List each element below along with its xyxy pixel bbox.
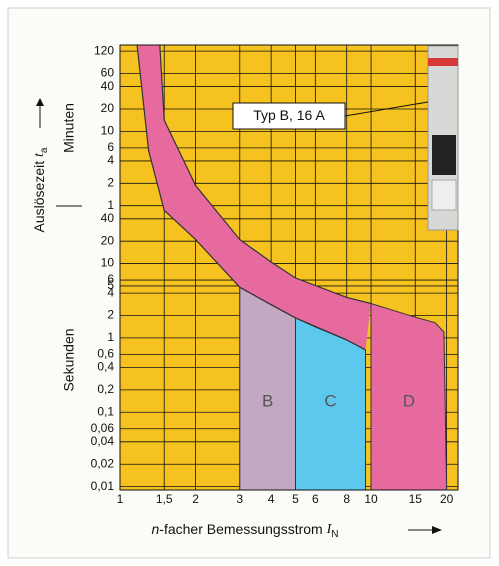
y-tick-label: 2 [107,175,114,189]
seconds-label: Sekunden [61,328,77,391]
y-tick-label: 0,04 [91,434,115,448]
x-tick-label: 4 [268,492,275,506]
x-tick-label: 10 [364,492,378,506]
region [370,302,448,491]
y-tick-label: 2 [107,308,114,322]
y-label-text: Auslösezeit [31,161,47,233]
x-label-italic: n [152,521,160,537]
region-label: C [324,391,336,410]
x-tick-label: 8 [343,492,350,506]
x-tick-label: 1,5 [156,492,173,506]
x-label-symbol: I [326,522,333,537]
x-tick-label: 3 [236,492,243,506]
band-lower-line [136,44,366,351]
y-tick-label: 0,01 [91,479,115,493]
x-tick-label: 5 [292,492,299,506]
annotation-box [232,102,346,130]
y-tick-label: 0,1 [97,404,114,418]
y-label-symbol: t [32,152,47,157]
x-label-text: -facher Bemessungsstrom [159,521,322,537]
x-tick-label: 6 [312,492,319,506]
y-tick-label: 6 [107,272,114,286]
x-tick-label: 15 [409,492,423,506]
plot-border [119,44,459,491]
x-tick-label: 2 [192,492,199,506]
band-fill [137,45,371,350]
minutes-label: Minuten [61,103,77,153]
y-tick-label: 120 [94,43,114,57]
y-tick-label: 0,4 [97,360,114,374]
y-tick-label: 0,02 [91,456,115,470]
region-label: D [403,391,415,410]
annotation: Typ B, 16 A [253,107,325,123]
y-tick-label: 1 [107,330,114,344]
breaker-image [427,45,459,231]
y-label-subscript: a [39,147,50,153]
y-tick-label: 4 [107,285,114,299]
y-tick-label: 0,06 [91,421,115,435]
x-axis-label: n-facher Bemessungsstrom IN [152,521,339,540]
y-tick-label: 40 [101,79,115,93]
y-tick-label: 20 [101,233,115,247]
y-tick-label: 20 [101,101,115,115]
region [239,286,296,491]
region-label: B [262,391,273,410]
x-arrow-head [432,526,442,534]
y-tick-label: 40 [101,211,115,225]
y-tick-label: 5 [107,278,114,292]
x-label-subscript: N [331,529,338,540]
band-upper-line [159,44,372,305]
y-tick-label: 0,6 [97,347,114,361]
y-tick-label: 0,2 [97,382,114,396]
y-tick-label: 4 [107,153,114,167]
y-axis-label: Auslösezeit ta [31,147,50,232]
y-tick-label: 10 [101,256,115,270]
x-tick-label: 20 [440,492,454,506]
y-tick-label: 60 [101,66,115,80]
y-tick-label: 1 [107,198,114,212]
y-tick-label: 10 [101,124,115,138]
y-arrow-head [36,98,44,106]
annotation-leader [344,101,429,117]
x-tick-label: 1 [117,492,124,506]
y-tick-label: 6 [107,140,114,154]
